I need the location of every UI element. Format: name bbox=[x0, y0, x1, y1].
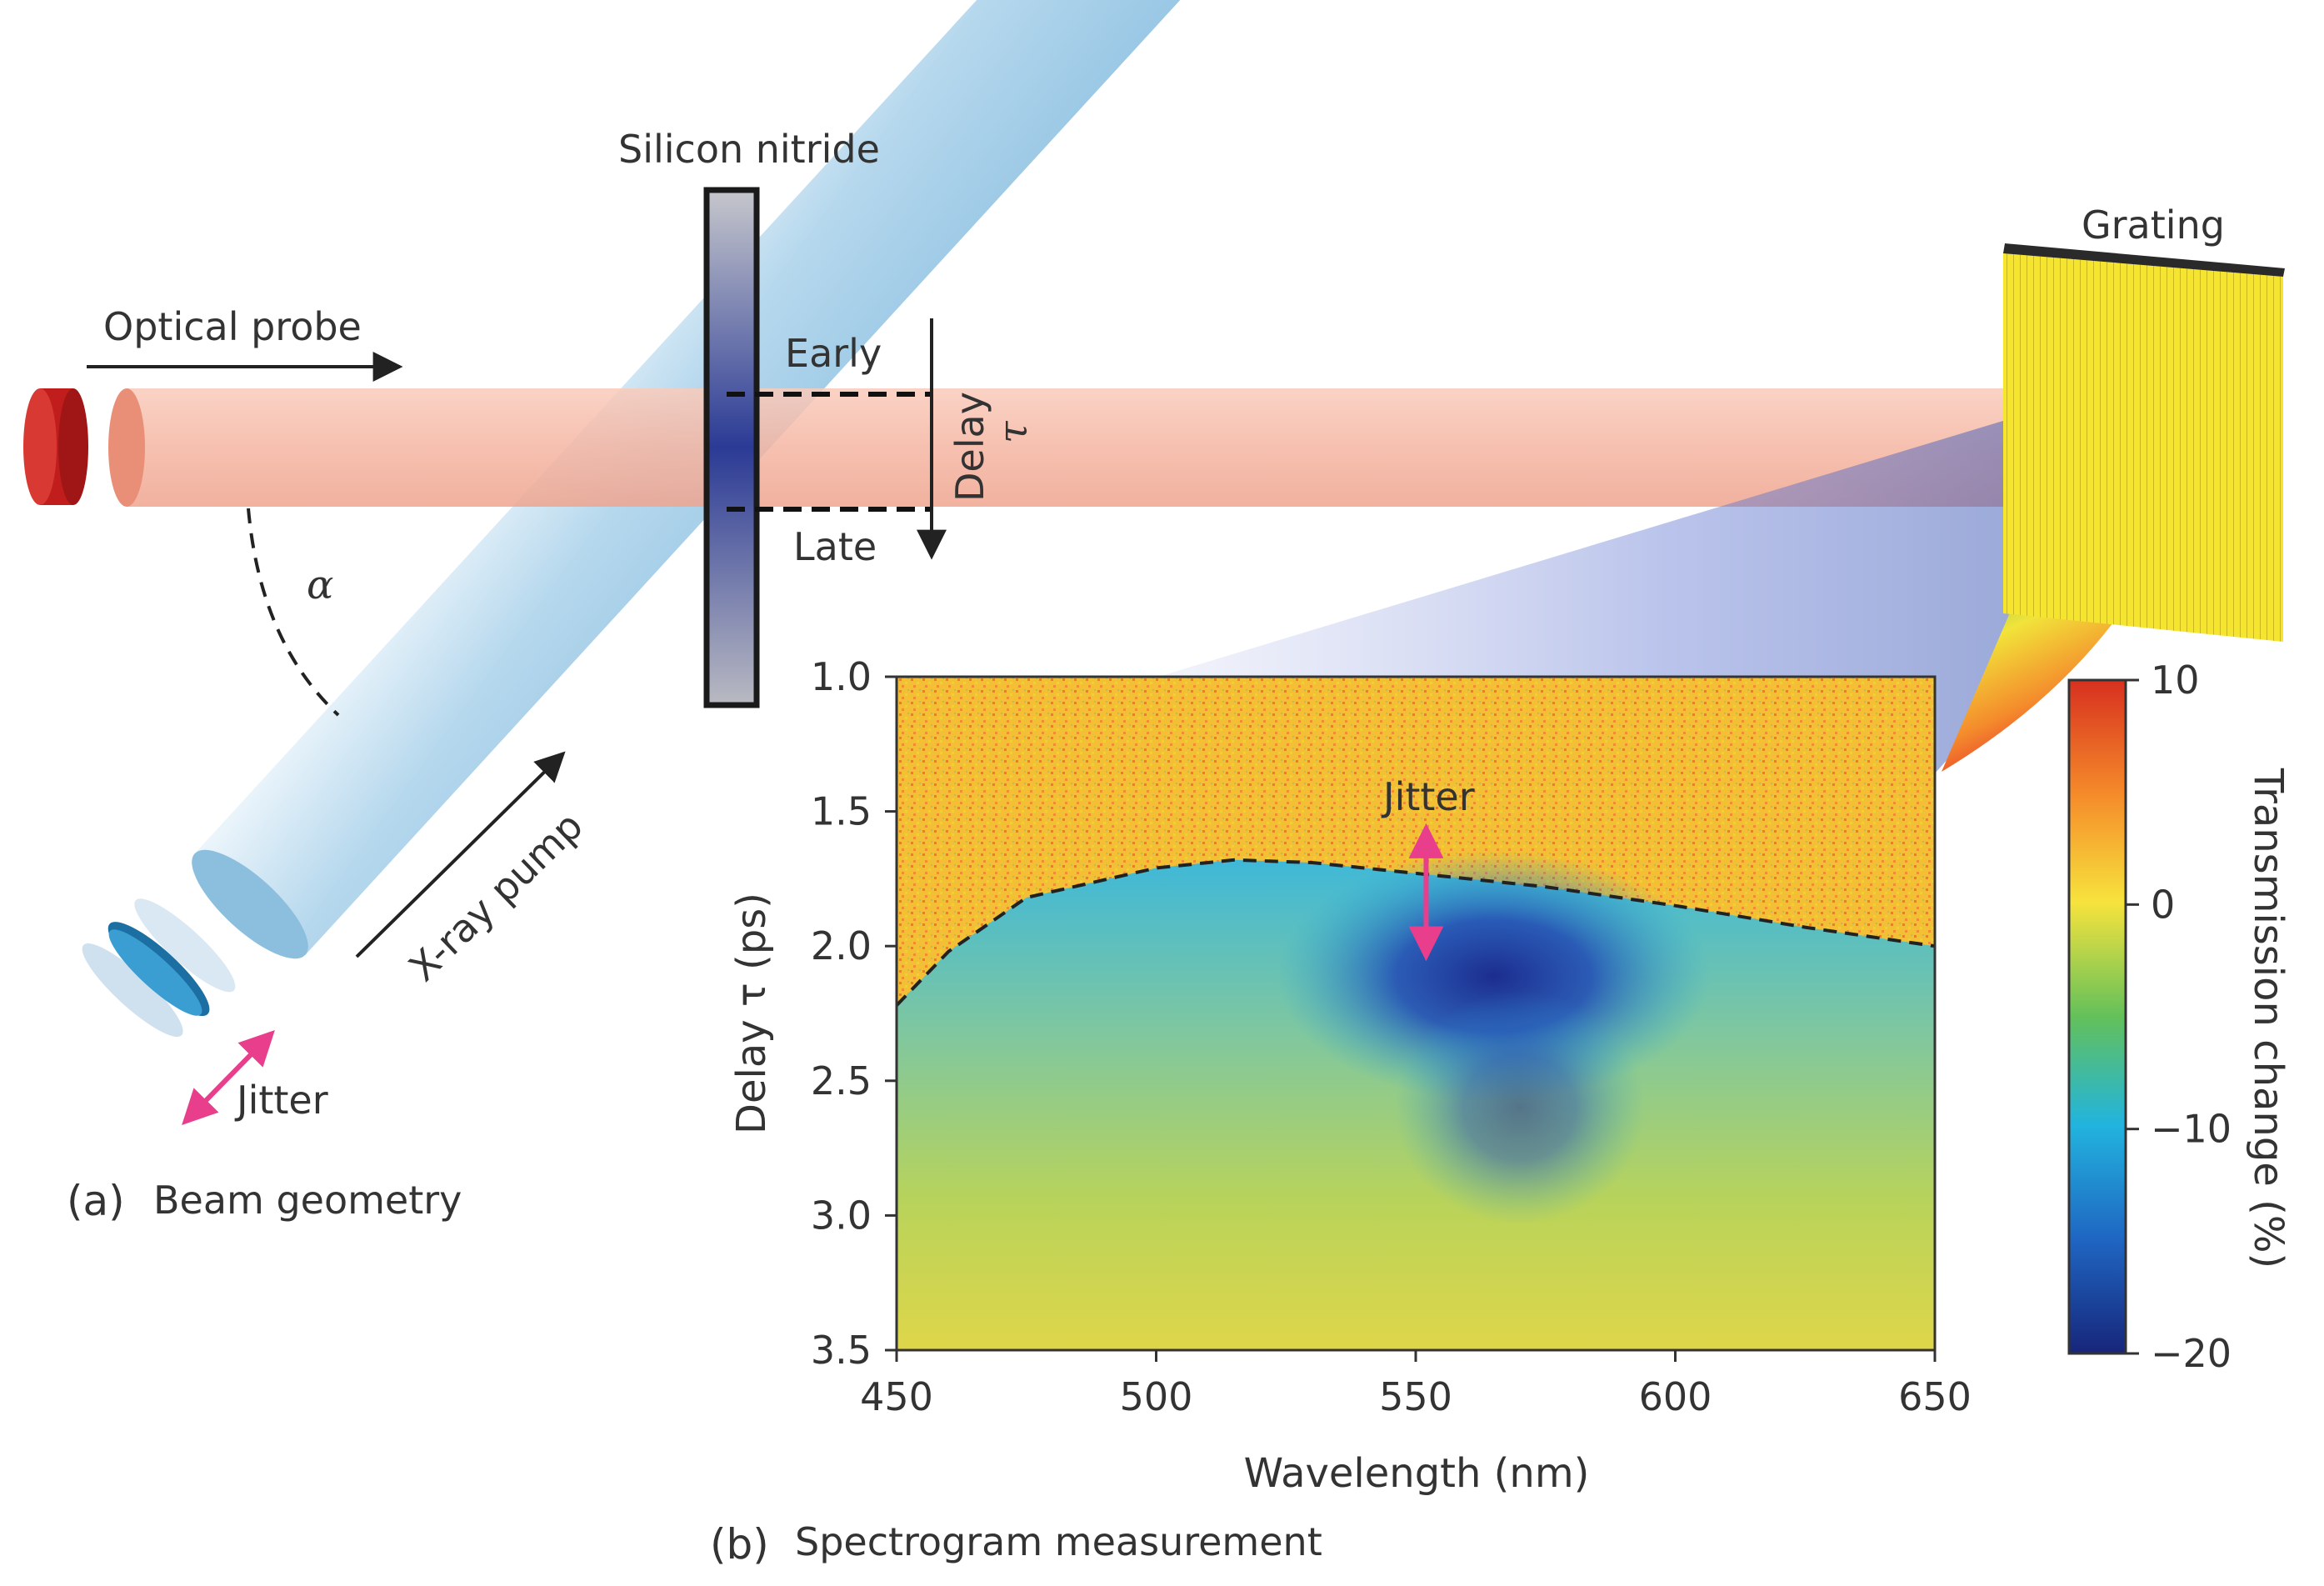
panel-b: Jitter 1.0 1.5 2.0 2.5 3.0 3.5 450 500 5… bbox=[710, 654, 2292, 1568]
panel-b-letter: (b) bbox=[710, 1520, 769, 1568]
y-tick-label: 3.5 bbox=[811, 1328, 872, 1373]
alpha-symbol: α bbox=[307, 562, 333, 608]
panel-a-caption: Beam geometry bbox=[153, 1178, 462, 1223]
silicon-nitride-sample bbox=[703, 187, 760, 708]
y-tick-label: 3.0 bbox=[811, 1193, 872, 1238]
y-tick-label: 2.0 bbox=[811, 923, 872, 968]
laser-source bbox=[23, 388, 88, 505]
x-axis: 450 500 550 600 650 bbox=[860, 1374, 1972, 1419]
colorbar-tick-label: −20 bbox=[2151, 1331, 2232, 1376]
y-tick-label: 1.0 bbox=[811, 654, 872, 699]
y-tick-label: 1.5 bbox=[811, 789, 872, 834]
y-axis: 1.0 1.5 2.0 2.5 3.0 3.5 bbox=[811, 654, 872, 1373]
grating: Grating bbox=[2003, 203, 2285, 642]
pump-direction-arrow bbox=[355, 751, 566, 958]
late-label: Late bbox=[793, 524, 877, 569]
delay-tau-symbol: τ bbox=[990, 420, 1037, 443]
spectrogram-heatmap bbox=[897, 677, 1935, 1350]
colorbar-tick-label: −10 bbox=[2151, 1107, 2232, 1152]
xray-pump-label: X-ray pump bbox=[400, 803, 592, 989]
optical-probe-label: Optical probe bbox=[103, 304, 362, 349]
angle-arc bbox=[247, 508, 340, 717]
delay-label: Delay bbox=[947, 392, 992, 502]
heatmap-dip-tail bbox=[1394, 991, 1645, 1225]
silicon-nitride-label: Silicon nitride bbox=[618, 127, 880, 172]
spectrogram-jitter-label: Jitter bbox=[1381, 774, 1475, 819]
colorbar-tick-label: 0 bbox=[2151, 882, 2175, 927]
panel-b-caption: Spectrogram measurement bbox=[795, 1519, 1322, 1564]
pump-jitter-arrow bbox=[182, 1030, 275, 1125]
y-tick-label: 2.5 bbox=[811, 1058, 872, 1103]
x-tick-label: 550 bbox=[1379, 1374, 1452, 1419]
colorbar-tick-label: 10 bbox=[2151, 658, 2200, 703]
early-label: Early bbox=[785, 331, 882, 376]
colorbar bbox=[2067, 678, 2127, 1355]
optical-probe-beam bbox=[108, 388, 2110, 507]
arrival-curve bbox=[897, 858, 1935, 1007]
grating-label: Grating bbox=[2082, 203, 2225, 248]
pump-jitter-label: Jitter bbox=[234, 1078, 328, 1123]
x-tick-label: 600 bbox=[1639, 1374, 1712, 1419]
panel-a-letter: (a) bbox=[67, 1177, 125, 1225]
x-tick-label: 500 bbox=[1120, 1374, 1193, 1419]
y-axis-title: Delay τ (ps) bbox=[728, 893, 775, 1134]
x-tick-label: 450 bbox=[860, 1374, 933, 1419]
x-axis-title: Wavelength (nm) bbox=[1244, 1450, 1590, 1497]
colorbar-ticks: 10 0 −10 −20 bbox=[2126, 658, 2232, 1376]
x-tick-label: 650 bbox=[1898, 1374, 1972, 1419]
colorbar-title: Transmission change (%) bbox=[2245, 768, 2292, 1268]
tick-marks bbox=[885, 675, 1937, 1362]
pump-lens-group bbox=[82, 898, 236, 1038]
